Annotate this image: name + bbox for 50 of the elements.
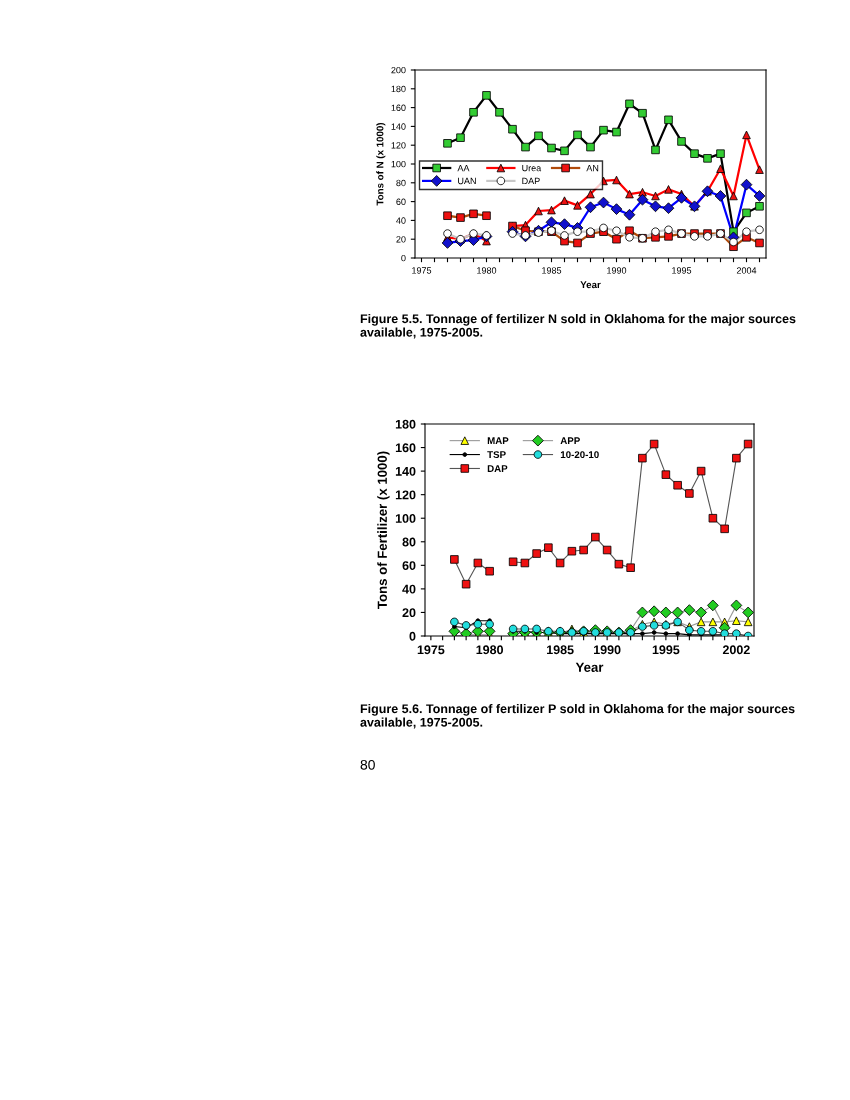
y-tick-label: 100 [395,514,416,523]
legend-label: 10-20-10 [560,451,599,459]
legend-label: APP [560,437,580,445]
y-tick-label: 200 [391,66,406,74]
y-tick-label: 0 [409,631,416,641]
x-tick-label: 1995 [672,267,692,274]
legend-label: DAP [522,177,540,185]
x-tick-label: 1990 [594,645,621,655]
y-tick-label: 40 [402,584,416,594]
legend-label: TSP [487,451,506,459]
legend-label: DAP [487,465,508,472]
x-tick-label: 1980 [477,267,497,274]
x-tick-label: 1975 [417,645,445,655]
legend-label: MAP [487,437,509,445]
y-tick-label: 180 [395,419,416,429]
y-tick-label: 120 [395,490,416,500]
y-tick-label: 60 [396,198,406,205]
x-tick-label: 1975 [412,267,432,274]
x-tick-label: 1985 [542,267,562,274]
y-tick-label: 0 [401,254,406,262]
legend-label: Urea [522,164,542,172]
y-tick-label: 160 [395,443,416,453]
y-tick-label: 80 [402,537,416,547]
y-tick-label: 80 [396,179,406,187]
legend-label: AA [457,164,470,172]
x-tick-label: 1980 [476,645,504,655]
y-tick-label: 180 [391,85,406,93]
y-tick-label: 140 [391,123,406,130]
y-tick-label: 100 [391,160,406,168]
y-tick-label: 60 [402,561,416,570]
x-tick-label: 1995 [652,645,680,655]
legend-label: UAN [458,177,476,185]
y-tick-label: 120 [391,142,406,149]
y-axis-title: Tons of N (x 1000) [376,122,386,206]
x-tick-label: 1985 [547,645,574,655]
caption: Figure 5.6. Tonnage of fertilizer P sold in Oklahoma for the major sources available, 1975-2005. [360,704,795,729]
text: 80 [360,759,375,770]
legend-label: AN [586,164,599,172]
y-tick-label: 20 [402,608,416,618]
y-tick-label: 20 [396,236,406,243]
x-tick-label: 2004 [736,267,757,274]
x-axis-title: Year [575,662,604,672]
x-axis-title: Year [580,281,601,289]
y-axis-title: Tons of Fertilizer (x 1000) [377,451,390,609]
x-tick-label: 2002 [722,645,750,655]
y-tick-label: 40 [396,217,406,224]
caption: Figure 5.5. Tonnage of fertilizer N sold in Oklahoma for the major sources available, 1975-2005. [360,314,796,339]
y-tick-label: 160 [391,104,406,111]
x-tick-label: 1990 [607,267,627,274]
y-tick-label: 140 [395,466,416,476]
